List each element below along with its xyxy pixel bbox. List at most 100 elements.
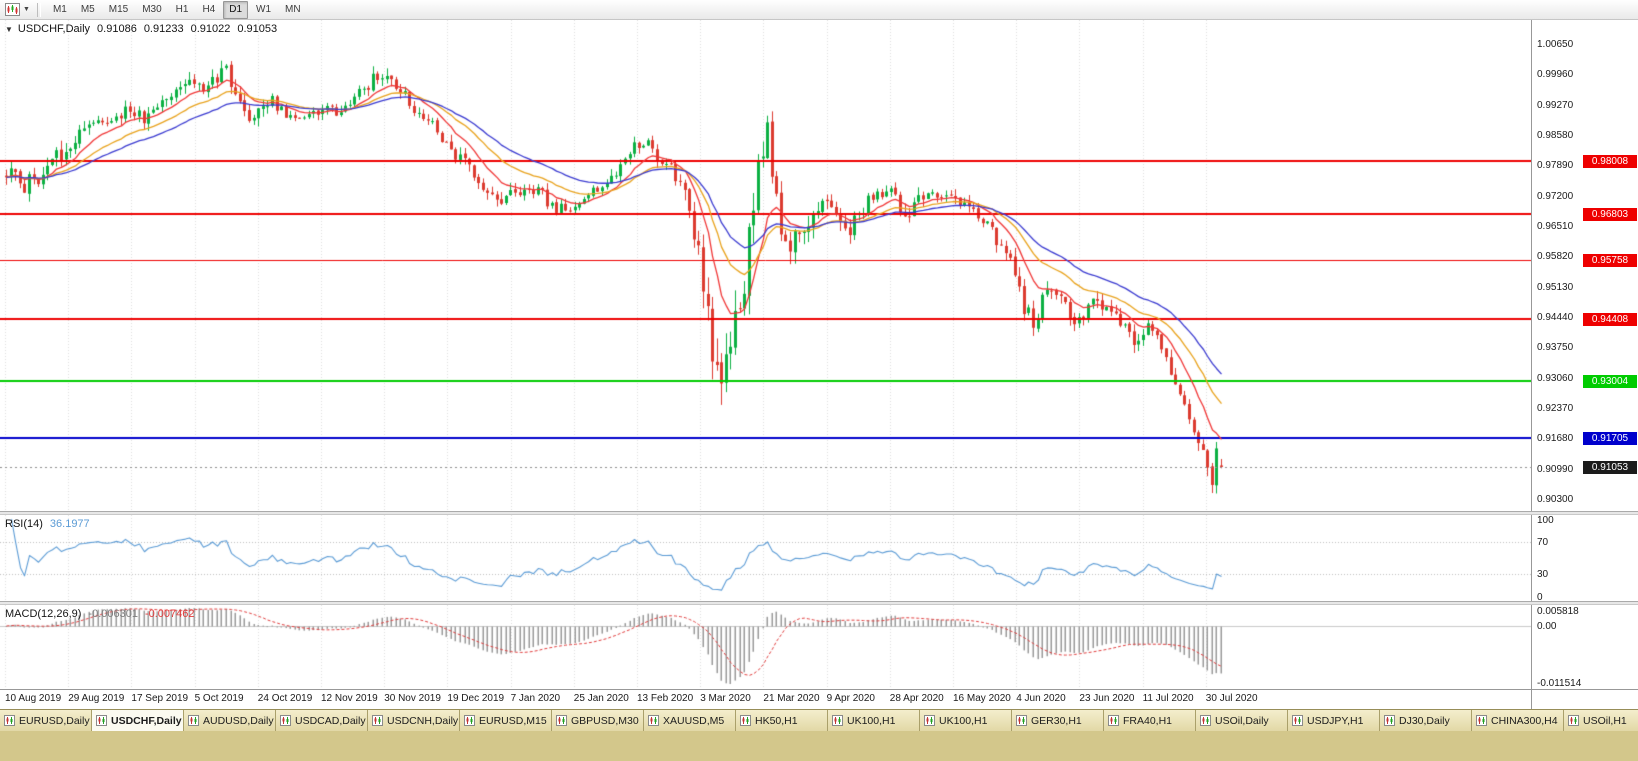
- chart-tab-eurusd-m15[interactable]: EURUSD,M15: [460, 710, 552, 731]
- mini-chart-icon: [1292, 715, 1303, 726]
- mini-chart-icon: [556, 715, 567, 726]
- hline-price-badge: 0.98008: [1583, 155, 1637, 168]
- chart-tab-china300-h4[interactable]: CHINA300,H4: [1472, 710, 1564, 731]
- date-label: 13 Feb 2020: [637, 693, 694, 704]
- chart-tab-usoil-h1[interactable]: USOil,H1: [1564, 710, 1638, 731]
- chart-tab-fra40-h1[interactable]: FRA40,H1: [1104, 710, 1196, 731]
- chevron-down-icon[interactable]: ▼: [23, 6, 30, 13]
- macd-signal-value: -0.007462: [144, 608, 195, 620]
- mini-chart-icon: [1568, 715, 1579, 726]
- hline-price-badge: 0.94408: [1583, 313, 1637, 326]
- tab-label: AUDUSD,Daily: [203, 714, 274, 727]
- hline-price-badge: 0.91705: [1583, 432, 1637, 445]
- mini-chart-icon: [464, 715, 475, 726]
- macd-axis-label: 0.00: [1537, 620, 1557, 632]
- chart-tab-xauusd-m5[interactable]: XAUUSD,M5: [644, 710, 736, 731]
- ohlc-close: 0.91053: [237, 23, 278, 35]
- chart-tab-usdjpy-h1[interactable]: USDJPY,H1: [1288, 710, 1380, 731]
- date-label: 10 Aug 2019: [5, 693, 62, 704]
- date-label: 19 Dec 2019: [447, 693, 505, 704]
- price-axis-label: 0.93750: [1537, 342, 1574, 354]
- tab-label: XAUUSD,M5: [663, 714, 725, 727]
- date-label: 30 Nov 2019: [384, 693, 441, 704]
- chart-icon[interactable]: [3, 2, 21, 17]
- timeframe-button-h4[interactable]: H4: [202, 4, 216, 15]
- pane-splitter[interactable]: [0, 601, 1638, 605]
- macd-axis[interactable]: 0.005818 0.00 -0.011514: [1531, 605, 1638, 689]
- date-label: 28 Apr 2020: [889, 693, 944, 704]
- timeframe-button-m5[interactable]: M5: [80, 4, 95, 15]
- mini-chart-icon: [832, 715, 843, 726]
- ohlc-high: 0.91233: [143, 23, 184, 35]
- chart-tab-hk50-h1[interactable]: HK50,H1: [736, 710, 828, 731]
- chart-tab-usdchf-daily[interactable]: USDCHF,Daily: [92, 710, 184, 731]
- timeframe-button-w1[interactable]: W1: [256, 4, 272, 15]
- timeframe-button-d1[interactable]: D1: [223, 0, 249, 19]
- chart-tab-uk100-h1[interactable]: UK100,H1: [920, 710, 1012, 731]
- macd-axis-label: 0.005818: [1537, 606, 1579, 617]
- date-label: 12 Nov 2019: [321, 693, 378, 704]
- rsi-axis[interactable]: 100 70 30 0: [1531, 515, 1638, 601]
- timeframe-button-mn[interactable]: MN: [285, 4, 301, 15]
- mini-chart-icon: [1108, 715, 1119, 726]
- current-price-badge: 0.91053: [1583, 461, 1637, 474]
- chart-tab-usdcnh-daily[interactable]: USDCNH,Daily: [368, 710, 460, 731]
- toolbar-separator: [36, 2, 41, 17]
- ohlc-open: 0.91086: [97, 23, 137, 35]
- date-label: 21 Mar 2020: [763, 693, 820, 704]
- price-axis-label: 0.97890: [1537, 160, 1574, 172]
- macd-pane: MACD(12,26,9) -0.006301 -0.007462 0.005818…: [0, 605, 1638, 689]
- price-axis-label: 0.92370: [1537, 403, 1574, 415]
- mini-chart-icon: [96, 715, 107, 726]
- mini-chart-icon: [1016, 715, 1027, 726]
- rsi-name: RSI(14): [5, 518, 43, 530]
- chart-tab-usoil-daily[interactable]: USOil,Daily: [1196, 710, 1288, 731]
- price-axis[interactable]: 1.00650 0.99960 0.99270 0.98580 0.97890 0.972…: [1531, 20, 1638, 511]
- pane-splitter[interactable]: [0, 511, 1638, 515]
- hline-price-badge: 0.93004: [1583, 375, 1637, 388]
- chart-tab-audusd-daily[interactable]: AUDUSD,Daily: [184, 710, 276, 731]
- chart-tabs-bar: EURUSD,Daily USDCHF,Daily AUDUSD,Daily USDC…: [0, 709, 1638, 761]
- chart-tab-ger30-h1[interactable]: GER30,H1: [1012, 710, 1104, 731]
- macd-name: MACD(12,26,9): [5, 608, 82, 620]
- tab-label: USDCHF,Daily: [111, 714, 182, 727]
- chart-tab-dj30-daily[interactable]: DJ30,Daily: [1380, 710, 1472, 731]
- rsi-value: 36.1977: [49, 518, 90, 530]
- price-axis-label: 0.94440: [1537, 312, 1574, 324]
- chart-tab-uk100-h1[interactable]: UK100,H1: [828, 710, 920, 731]
- macd-label: MACD(12,26,9) -0.006301 -0.007462: [5, 608, 195, 620]
- mini-chart-icon: [4, 715, 15, 726]
- tab-label: HK50,H1: [755, 714, 798, 727]
- timeframe-button-m30[interactable]: M30: [142, 4, 162, 15]
- time-axis[interactable]: 10 Aug 2019 29 Aug 2019 17 Sep 2019 5 Oct 2…: [0, 689, 1638, 709]
- date-label: 25 Jan 2020: [573, 693, 629, 704]
- rsi-label: RSI(14) 36.1977: [5, 518, 90, 530]
- mini-chart-icon: [188, 715, 199, 726]
- hline-price-badge: 0.96803: [1583, 208, 1637, 221]
- timeframe-button-m15[interactable]: M15: [108, 4, 129, 15]
- timeframe-button-m1[interactable]: M1: [52, 4, 67, 15]
- one-click-arrow-icon[interactable]: ▼: [5, 25, 13, 34]
- macd-canvas[interactable]: [0, 605, 1531, 689]
- main-chart-pane: ▼ USDCHF,Daily 0.91086 0.91233 0.91022 0.9105…: [0, 20, 1638, 511]
- price-axis-label: 0.95130: [1537, 281, 1574, 293]
- rsi-axis-label: 0: [1537, 592, 1543, 601]
- price-axis-label: 0.90990: [1537, 463, 1574, 475]
- timeframes-toolbar: ▼ M1 M5 M15 M30 H1 H4 D1 W1 MN: [0, 0, 1638, 20]
- chart-tab-gbpusd-m30[interactable]: GBPUSD,M30: [552, 710, 644, 731]
- macd-axis-label: -0.011514: [1537, 678, 1582, 689]
- mini-chart-icon: [924, 715, 935, 726]
- rsi-canvas[interactable]: [0, 515, 1531, 601]
- date-label: 30 Jul 2020: [1205, 693, 1258, 704]
- timeframe-button-h1[interactable]: H1: [175, 4, 189, 15]
- hline-price-badge: 0.95758: [1583, 254, 1637, 267]
- date-label: 11 Jul 2020: [1142, 693, 1194, 704]
- chart-tab-usdcad-daily[interactable]: USDCAD,Daily: [276, 710, 368, 731]
- price-axis-label: 0.90300: [1537, 494, 1574, 505]
- chart-tab-eurusd-daily[interactable]: EURUSD,Daily: [0, 710, 92, 731]
- tab-label: USDJPY,H1: [1307, 714, 1364, 727]
- main-chart-canvas[interactable]: [0, 20, 1531, 511]
- price-axis-label: 0.99960: [1537, 69, 1574, 81]
- tab-label: EURUSD,M15: [479, 714, 547, 727]
